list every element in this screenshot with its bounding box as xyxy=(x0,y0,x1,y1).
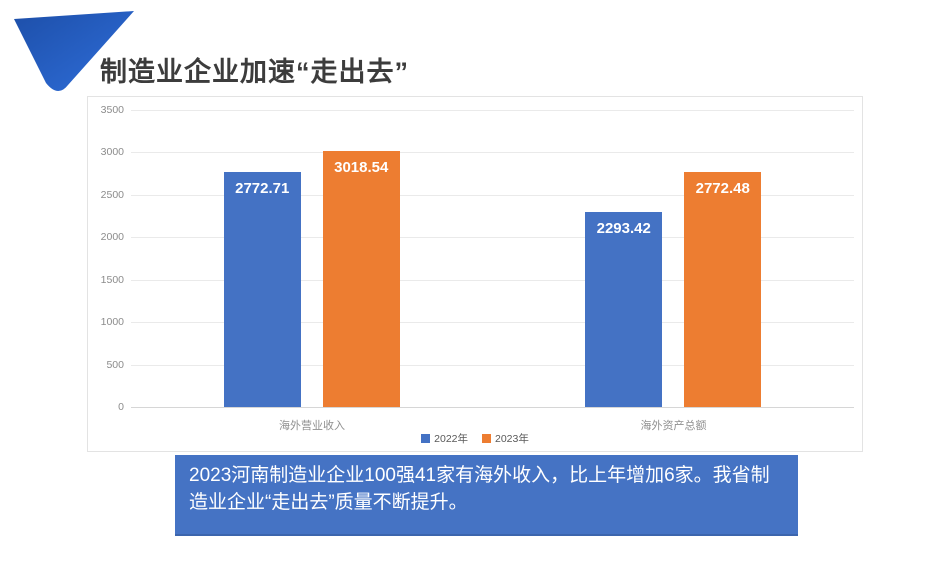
bar-value-label: 2772.71 xyxy=(235,179,290,197)
caption-box: 2023河南制造业企业100强41家有海外收入，比上年增加6家。我省制造业企业“… xyxy=(175,455,798,536)
bar-group-2: 2293.42 2772.48 xyxy=(493,110,855,407)
bar-value-label: 3018.54 xyxy=(334,158,389,176)
gridline xyxy=(131,407,854,408)
legend-swatch-icon xyxy=(482,434,491,443)
bar-chart-panel: 2772.71 3018.54 2293.42 2772.48 2022年 2023年 … xyxy=(87,96,863,452)
gridline xyxy=(131,279,854,281)
bar-2023年-海外营业收入: 3018.54 xyxy=(322,150,400,407)
bar-2023年-海外资产总额: 2772.48 xyxy=(684,171,762,407)
chart-legend: 2022年 2023年 xyxy=(88,431,862,446)
y-axis-tick-label: 2500 xyxy=(100,188,124,201)
y-axis-tick-label: 3000 xyxy=(100,146,124,159)
x-axis-category-label: 海外营业收入 xyxy=(279,420,345,432)
bar-group-1: 2772.71 3018.54 xyxy=(131,110,493,407)
gridline xyxy=(131,152,854,154)
plot-area: 2772.71 3018.54 2293.42 2772.48 xyxy=(131,110,855,408)
gridline xyxy=(131,322,854,324)
gridline xyxy=(131,237,854,239)
gridline xyxy=(131,110,854,111)
legend-label: 2023年 xyxy=(495,433,529,445)
y-axis-tick-label: 1500 xyxy=(100,273,124,286)
y-axis-tick-label: 2000 xyxy=(100,231,124,244)
corner-ribbon-decoration xyxy=(14,11,134,92)
gridline xyxy=(131,194,854,196)
y-axis-tick-label: 0 xyxy=(118,401,124,413)
legend-item-2022年: 2022年 xyxy=(421,431,468,446)
bar-2022年-海外营业收入: 2772.71 xyxy=(223,171,301,407)
gridline xyxy=(131,364,854,366)
y-axis-tick-label: 3500 xyxy=(100,104,124,116)
legend-item-2023年: 2023年 xyxy=(482,431,529,446)
bar-value-label: 2772.48 xyxy=(695,179,750,197)
caption-text: 2023河南制造业企业100强41家有海外收入，比上年增加6家。我省制造业企业“… xyxy=(189,465,770,513)
x-axis-category-label: 海外资产总额 xyxy=(640,420,707,432)
slide-title: 制造业企业加速“走出去” xyxy=(100,57,409,87)
legend-swatch-icon xyxy=(421,434,431,443)
y-axis-tick-label: 500 xyxy=(106,358,124,371)
y-axis-tick-label: 1000 xyxy=(100,316,124,329)
bar-2022年-海外资产总额: 2293.42 xyxy=(585,212,663,407)
legend-label: 2022年 xyxy=(434,433,468,445)
bar-value-label: 2293.42 xyxy=(596,220,651,238)
